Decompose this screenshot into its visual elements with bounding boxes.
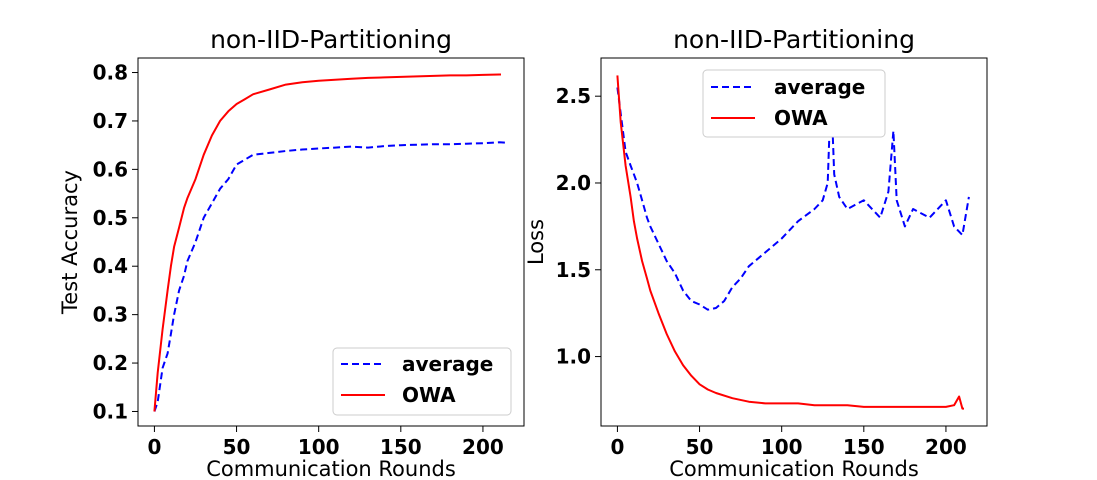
accuracy-plot-frame [137, 57, 525, 427]
accuracy-x-tick-label: 200 [462, 435, 504, 459]
accuracy-y-tick-label: 0.4 [93, 254, 128, 278]
loss-plot-frame [600, 57, 988, 427]
accuracy-y-ticks: 0.1 0.2 0.3 0.4 0.5 0.6 0.7 0.8 [93, 61, 138, 423]
accuracy-x-tick-label: 0 [147, 435, 161, 459]
accuracy-x-ticks: 0 50 100 150 200 [147, 426, 504, 459]
accuracy-y-axis-label: Test Accuracy [58, 170, 82, 315]
accuracy-x-tick-label: 100 [298, 435, 340, 459]
loss-chart: non-IID-Partitioning Communication Round… [524, 25, 988, 480]
accuracy-y-tick-label: 0.8 [93, 61, 128, 85]
loss-x-tick-label: 50 [686, 435, 714, 459]
loss-series-average-line [616, 86, 970, 311]
loss-x-axis-label: Communication Rounds [669, 457, 919, 480]
loss-x-ticks: 0 50 100 150 200 [610, 426, 967, 459]
loss-y-ticks: 1.0 1.5 2.0 2.5 [556, 84, 601, 369]
accuracy-x-axis-label: Communication Rounds [206, 457, 456, 480]
accuracy-chart: non-IID-Partitioning Communication Round… [58, 25, 525, 480]
loss-series-owa-line [616, 75, 964, 410]
loss-series-lines [616, 75, 970, 410]
accuracy-series-owa-line [153, 73, 501, 412]
loss-x-tick-label: 200 [925, 435, 967, 459]
accuracy-legend-average-label: average [402, 352, 493, 376]
accuracy-y-tick-label: 0.5 [93, 206, 128, 230]
accuracy-legend: average OWA [332, 347, 512, 416]
loss-x-tick-label: 0 [610, 435, 624, 459]
accuracy-y-tick-label: 0.6 [93, 157, 128, 181]
accuracy-chart-title: non-IID-Partitioning [210, 25, 452, 54]
accuracy-y-tick-label: 0.3 [93, 303, 128, 327]
loss-chart-title: non-IID-Partitioning [673, 25, 915, 54]
loss-legend-average-label: average [774, 75, 865, 99]
loss-y-tick-label: 2.5 [556, 84, 591, 108]
accuracy-y-tick-label: 0.2 [93, 351, 128, 375]
loss-legend-owa-label: OWA [774, 106, 828, 130]
loss-y-tick-label: 1.5 [556, 258, 591, 282]
loss-x-tick-label: 150 [843, 435, 885, 459]
accuracy-y-tick-label: 0.1 [93, 399, 128, 423]
accuracy-x-tick-label: 50 [223, 435, 251, 459]
accuracy-y-tick-label: 0.7 [93, 109, 128, 133]
accuracy-x-tick-label: 150 [380, 435, 422, 459]
loss-y-tick-label: 2.0 [556, 171, 591, 195]
loss-legend: average OWA [702, 69, 886, 138]
loss-x-tick-label: 100 [761, 435, 803, 459]
accuracy-legend-owa-label: OWA [402, 383, 456, 407]
loss-y-axis-label: Loss [524, 219, 548, 265]
loss-y-tick-label: 1.0 [556, 345, 591, 369]
accuracy-series-lines [153, 73, 506, 412]
